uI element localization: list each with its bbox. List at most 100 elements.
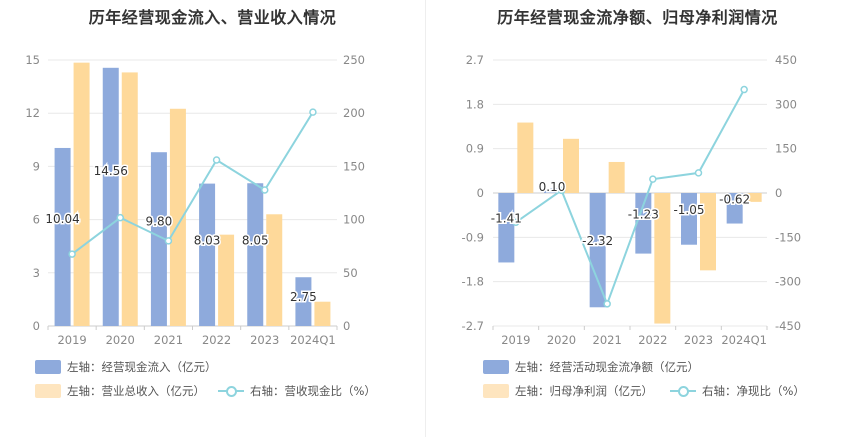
bar-secondary — [700, 193, 716, 271]
y-left-tick-label: -1.8 — [462, 275, 484, 289]
legend-item-revenue[interactable]: 左轴：营业总收入（亿元） — [35, 383, 205, 399]
legend-label-net-cash-ratio: 右轴：净现比（%） — [702, 384, 805, 398]
y-left-tick-label: 0 — [33, 319, 40, 333]
ratio-line — [515, 89, 746, 307]
legend-label-cash-ratio: 右轴：营收现金比（%） — [250, 384, 376, 398]
y-left-tick-label: -0.9 — [462, 230, 484, 244]
bar-data-label: 8.05 — [242, 233, 269, 247]
bar-primary — [54, 147, 71, 326]
x-tick-label: 2022 — [638, 333, 667, 347]
bar-secondary — [654, 193, 671, 324]
bar-data-label: 0.10 — [539, 180, 566, 194]
bar-secondary — [745, 193, 762, 202]
y-left-tick-label: 3 — [33, 266, 40, 280]
bar-primary — [635, 193, 652, 254]
x-tick-label: 2019 — [501, 333, 530, 347]
x-tick-label: 2024Q1 — [721, 333, 767, 347]
bar-data-label: 2.75 — [290, 290, 317, 304]
y-left-tick-label: 2.7 — [466, 53, 484, 67]
ratio-point — [557, 186, 566, 195]
y-right-tick-label: -150 — [775, 230, 801, 244]
ratio-line — [71, 111, 314, 255]
bar-data-label: 14.56 — [94, 164, 128, 178]
bar-secondary — [563, 138, 579, 193]
bar-secondary — [218, 234, 235, 326]
bar-secondary — [121, 72, 138, 326]
y-left-tick-label: 9 — [33, 159, 40, 173]
y-right-tick-label: 200 — [343, 106, 365, 120]
bar-primary — [199, 183, 216, 326]
x-tick-label: 2022 — [202, 333, 231, 347]
right-chart-title: 历年经营现金流净额、归母净利润情况 — [497, 8, 778, 27]
legend-swatch-net-profit — [483, 384, 509, 398]
y-left-tick-label: 1.8 — [466, 97, 484, 111]
y-left-tick-label: 0 — [477, 186, 484, 200]
y-right-tick-label: 100 — [343, 213, 365, 227]
bar-secondary — [73, 62, 90, 326]
bar-primary — [247, 183, 264, 326]
right-chart-svg: -2.7 -1.8 -0.9 0 0.9 1.8 2.7 -450 -300 -150 0 150 30… — [462, 53, 802, 347]
bar-data-label: 8.03 — [194, 234, 221, 248]
ratio-point — [212, 156, 221, 164]
y-left-tick-label: 6 — [33, 213, 40, 227]
legend-item-cash-ratio[interactable]: 右轴：营收现金比（%） — [218, 383, 376, 399]
ratio-point — [68, 250, 76, 258]
y-left-tick-label: 15 — [25, 53, 40, 67]
bar-data-label: -2.32 — [582, 234, 613, 248]
bar-primary — [589, 193, 606, 308]
legend-item-net-profit[interactable]: 左轴：归母净利润（亿元） — [483, 383, 653, 399]
legend-item-inflow[interactable]: 左轴：经营现金流入（亿元） — [35, 359, 217, 375]
bar-primary — [102, 67, 119, 326]
x-tick-label: 2021 — [154, 333, 183, 347]
legend-swatch-inflow — [35, 360, 61, 374]
legend-item-net-cashflow[interactable]: 左轴：经营活动现金流净额（亿元） — [483, 359, 699, 375]
y-left-tick-label: 0.9 — [466, 142, 484, 156]
bar-primary — [544, 188, 560, 193]
ratio-point — [649, 175, 657, 183]
panel-divider — [425, 0, 426, 437]
legend-swatch-net-cashflow — [483, 360, 509, 374]
y-right-tick-label: -450 — [775, 319, 801, 333]
ratio-point — [603, 300, 611, 308]
ratio-point — [694, 169, 703, 177]
y-right-tick-label: -300 — [775, 275, 801, 289]
legend-swatch-cash-ratio — [218, 384, 244, 398]
ratio-point — [512, 218, 520, 227]
legend-swatch-revenue — [35, 384, 61, 398]
bar-primary — [150, 152, 167, 326]
bar-data-label: 9.80 — [146, 215, 173, 229]
legend-label-inflow: 左轴：经营现金流入（亿元） — [67, 360, 217, 374]
bar-secondary — [517, 122, 534, 193]
y-right-tick-label: 300 — [775, 97, 797, 111]
legend-item-net-cash-ratio[interactable]: 右轴：净现比（%） — [670, 383, 805, 399]
bar-primary — [295, 277, 312, 326]
bar-secondary — [608, 161, 625, 193]
y-right-tick-label: 0 — [343, 319, 350, 333]
y-left-tick-label: 12 — [25, 106, 40, 120]
legend-label-net-profit: 左轴：归母净利润（亿元） — [515, 384, 653, 398]
x-tick-label: 2023 — [684, 333, 713, 347]
legend-swatch-net-cash-ratio — [670, 384, 696, 398]
x-tick-label: 2024Q1 — [290, 333, 336, 347]
left-chart-title: 历年经营现金流入、营业收入情况 — [88, 8, 337, 27]
y-right-tick-label: 50 — [343, 266, 358, 280]
x-tick-label: 2021 — [593, 333, 622, 347]
x-tick-label: 2023 — [250, 333, 279, 347]
y-right-tick-label: 250 — [343, 53, 365, 67]
y-right-tick-label: 150 — [343, 159, 365, 173]
left-chart-panel: 历年经营现金流入、营业收入情况 0 3 6 9 12 15 0 50 100 150 200 250 2… — [25, 8, 376, 399]
y-right-tick-label: 150 — [775, 142, 797, 156]
bar-data-label: 10.04 — [45, 212, 79, 226]
bar-secondary — [169, 108, 186, 327]
right-chart-panel: 历年经营现金流净额、归母净利润情况 -2.7 -1.8 -0.9 0 0.9 1.8 2.7… — [425, 0, 850, 437]
ratio-point — [261, 186, 269, 194]
x-tick-label: 2020 — [547, 333, 576, 347]
bar-primary — [726, 193, 743, 224]
ratio-point — [164, 237, 173, 245]
y-right-tick-label: 0 — [775, 186, 782, 200]
legend-label-revenue: 左轴：营业总收入（亿元） — [67, 384, 205, 398]
ratio-point — [740, 85, 748, 94]
y-right-tick-label: 450 — [775, 53, 797, 67]
bar-secondary — [266, 214, 283, 326]
